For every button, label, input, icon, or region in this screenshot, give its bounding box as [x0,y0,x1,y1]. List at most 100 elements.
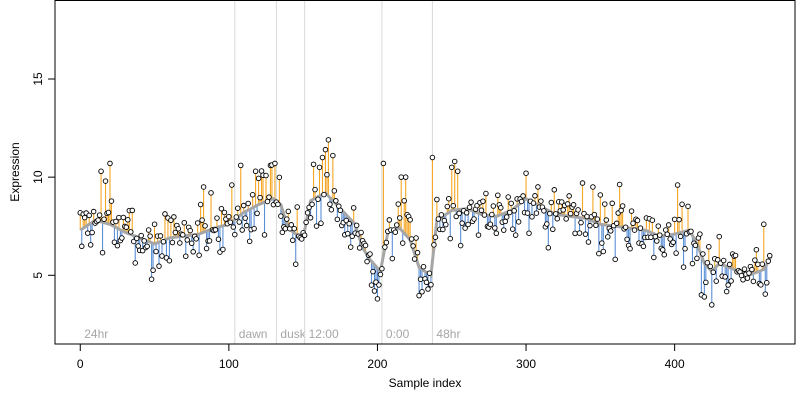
data-point [443,221,449,228]
data-point [587,222,593,229]
data-point [428,281,434,288]
data-point [503,214,510,220]
data-point [294,204,300,210]
y-axis-label: Expression [8,142,22,201]
data-point [376,282,382,288]
data-point [147,233,153,239]
data-point [108,198,115,204]
data-point [603,217,610,223]
data-point [203,245,210,252]
data-point [237,162,244,169]
data-point [389,255,396,262]
data-point [284,216,290,222]
data-point [410,243,416,249]
data-point [509,226,516,232]
data-point [334,216,341,223]
data-point [98,168,104,175]
data-point [670,239,676,246]
data-point [194,220,201,226]
data-point [120,214,127,221]
data-point [554,215,560,222]
data-point [511,208,517,214]
data-point [487,221,494,227]
data-point [310,161,317,168]
data-point [232,231,238,238]
data-point [753,246,760,253]
data-point [377,271,384,278]
data-point [665,222,672,228]
data-point [707,263,714,270]
data-point [414,249,421,256]
data-point [518,198,525,205]
data-point [125,217,131,223]
data-point [628,208,635,214]
data-point [159,253,165,259]
data-point [431,242,437,248]
data-point [116,214,122,221]
data-point [90,208,97,215]
data-point [132,260,138,266]
data-point [764,280,770,286]
data-point [619,203,626,209]
data-point [593,222,599,229]
data-point [321,191,327,198]
data-point [640,243,647,250]
data-point [166,257,173,264]
data-point [713,278,719,284]
data-point [750,278,757,285]
data-point [367,251,373,257]
data-point [227,219,234,226]
y-tick-label: 15 [31,72,45,86]
data-point [353,222,360,229]
data-point [240,202,247,209]
data-point [407,217,413,223]
data-point [172,229,179,236]
data-point [570,202,577,208]
x-axis-label: Sample index [389,376,462,390]
data-point [462,225,468,231]
data-point [466,204,473,211]
data-point [423,279,430,286]
data-point [151,221,158,227]
data-point [616,181,623,188]
data-point [206,238,213,244]
data-point [263,172,269,179]
data-point [495,192,501,199]
data-point [538,198,544,204]
data-point [344,230,351,237]
data-point [454,168,461,175]
data-point [530,200,537,206]
data-point [255,175,262,182]
data-point [199,217,205,223]
y-tick-label: 10 [31,170,45,184]
data-point [634,217,641,224]
data-point [290,237,296,244]
data-point [630,220,636,227]
marker-label: 48hr [436,327,460,341]
data-point [141,238,147,244]
data-point [475,232,482,238]
data-point [660,247,666,253]
data-point [722,274,728,280]
data-point [685,203,691,210]
data-point [242,215,248,221]
data-point [266,194,272,200]
data-point [138,232,144,239]
data-point [86,212,92,219]
data-point [236,219,243,225]
data-point [356,245,363,251]
data-point [180,232,186,238]
data-point [347,244,354,250]
data-point [741,266,748,272]
data-point [84,230,91,236]
data-point [392,229,399,235]
data-point [162,211,168,217]
data-point [346,220,352,227]
data-point [319,154,326,161]
data-point [81,214,88,221]
data-point [749,266,755,273]
data-point [607,228,614,234]
data-point [447,235,454,242]
data-point [671,216,678,223]
data-point [602,201,608,207]
